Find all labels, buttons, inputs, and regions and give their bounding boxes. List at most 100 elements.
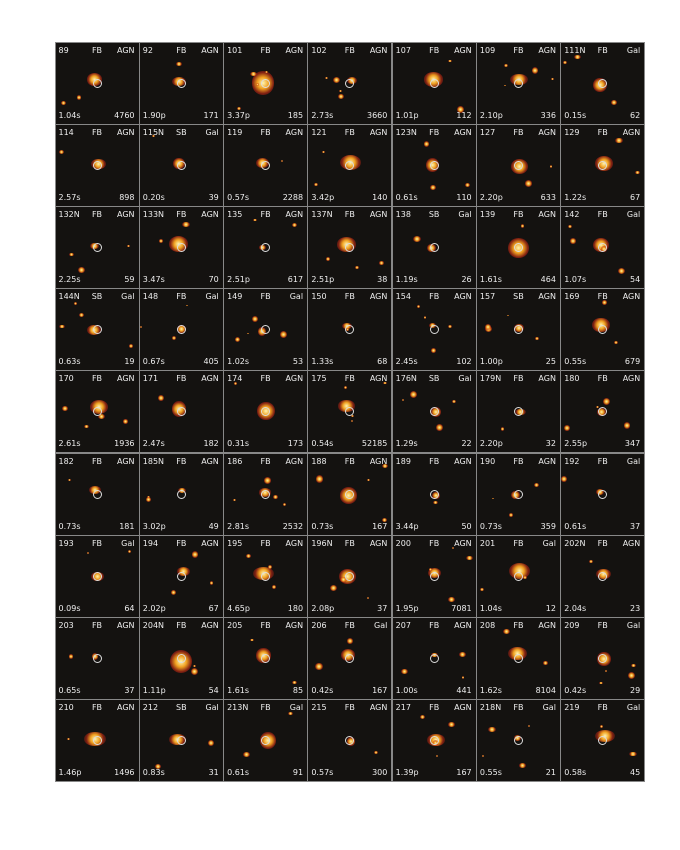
flux: 25 bbox=[545, 357, 556, 367]
class: FB bbox=[91, 703, 103, 713]
galaxy bbox=[209, 580, 214, 585]
redshift: 2.51p bbox=[227, 274, 250, 284]
position-marker bbox=[345, 654, 355, 664]
cutout: 169 FB AGN 0.55s 679 bbox=[561, 289, 645, 371]
galaxy bbox=[381, 463, 388, 468]
redshift: 0.63s bbox=[58, 357, 81, 367]
galaxy bbox=[423, 316, 427, 319]
source-id: 192 bbox=[564, 456, 580, 466]
class: FB bbox=[260, 292, 271, 302]
redshift: 2.04s bbox=[564, 603, 587, 613]
galaxy bbox=[409, 391, 418, 398]
cutout: 139 FB AGN 1.61s 464 bbox=[476, 206, 560, 288]
type: AGN bbox=[369, 45, 388, 55]
position-marker bbox=[598, 489, 608, 499]
galaxy bbox=[635, 170, 641, 175]
galaxy bbox=[98, 413, 106, 420]
source-id: 205 bbox=[227, 621, 243, 631]
redshift: 0.55s bbox=[564, 357, 587, 367]
galaxy bbox=[255, 82, 259, 86]
galaxy bbox=[245, 554, 252, 559]
cutout: 109 FB AGN 2.10p 336 bbox=[476, 42, 560, 124]
class: FB bbox=[429, 621, 440, 631]
galaxy bbox=[338, 400, 355, 412]
cutout: 149 FB Gal 1.02s 53 bbox=[224, 289, 308, 371]
cutout: 170 FB AGN 2.61s 1936 bbox=[55, 371, 139, 453]
cutout: 180 FB AGN 2.55p 347 bbox=[561, 371, 645, 453]
cutout: 210 FB AGN 1.46p 1496 bbox=[55, 700, 139, 782]
galaxy bbox=[627, 672, 635, 680]
galaxy bbox=[233, 498, 236, 501]
galaxy bbox=[236, 106, 241, 110]
source-id: 119 bbox=[227, 127, 243, 137]
galaxy bbox=[424, 141, 430, 147]
redshift: 1.00s bbox=[395, 686, 418, 696]
class: FB bbox=[597, 209, 608, 219]
redshift: 2.73s bbox=[311, 110, 334, 120]
position-marker bbox=[176, 407, 186, 417]
cutout: 129 FB AGN 1.22s 67 bbox=[561, 124, 645, 206]
flux: 182 bbox=[203, 439, 219, 449]
galaxy bbox=[332, 76, 341, 84]
source-id: 182 bbox=[58, 456, 74, 466]
redshift: 0.42s bbox=[311, 686, 334, 696]
type: AGN bbox=[454, 456, 472, 466]
source-id: 171 bbox=[142, 374, 159, 384]
flux: 110 bbox=[456, 192, 472, 202]
flux: 167 bbox=[456, 768, 472, 778]
redshift: 0.61s bbox=[564, 521, 587, 531]
galaxy bbox=[325, 77, 328, 80]
redshift: 2.20p bbox=[479, 192, 503, 202]
galaxy bbox=[381, 517, 388, 522]
flux: 39 bbox=[208, 192, 219, 202]
type: AGN bbox=[622, 538, 641, 548]
type: Gal bbox=[458, 209, 472, 219]
cutout: 190 FB AGN 0.73s 359 bbox=[476, 453, 560, 535]
cutout: 132N FB AGN 2.25s 59 bbox=[55, 206, 139, 288]
galaxy bbox=[367, 478, 370, 482]
class: FB bbox=[597, 703, 608, 713]
redshift: 1.46p bbox=[58, 768, 82, 778]
source-id: 92 bbox=[142, 45, 153, 55]
class: SB bbox=[175, 127, 187, 137]
galaxy bbox=[629, 751, 637, 757]
galaxy bbox=[66, 738, 71, 741]
galaxy bbox=[280, 330, 288, 338]
source-id: 185N bbox=[142, 456, 165, 466]
type: AGN bbox=[285, 45, 304, 55]
galaxy bbox=[253, 218, 257, 221]
redshift: 0.20s bbox=[142, 192, 165, 202]
position-marker bbox=[345, 160, 355, 170]
galaxy bbox=[61, 100, 67, 106]
galaxy bbox=[413, 236, 422, 243]
type: AGN bbox=[538, 292, 556, 302]
class: FB bbox=[176, 538, 187, 548]
redshift: 1.39p bbox=[395, 768, 419, 778]
galaxy bbox=[429, 568, 433, 571]
redshift: 3.02p bbox=[142, 521, 166, 531]
position-marker bbox=[598, 160, 608, 170]
type: Gal bbox=[458, 374, 472, 384]
redshift: 2.55p bbox=[564, 439, 588, 449]
class: FB bbox=[344, 45, 355, 55]
galaxy bbox=[436, 755, 439, 758]
class: FB bbox=[91, 456, 103, 466]
cutout: 188 FB AGN 0.73s 167 bbox=[308, 453, 392, 535]
galaxy bbox=[524, 180, 533, 187]
source-id: 89 bbox=[58, 45, 69, 55]
redshift: 1.22s bbox=[564, 192, 587, 202]
galaxy bbox=[542, 661, 548, 665]
type: AGN bbox=[538, 374, 556, 384]
galaxy bbox=[158, 239, 164, 244]
position-marker bbox=[176, 654, 186, 664]
position-marker bbox=[345, 407, 355, 417]
galaxy bbox=[465, 183, 470, 188]
galaxy bbox=[86, 552, 90, 555]
galaxy bbox=[315, 475, 324, 483]
flux: 21 bbox=[545, 768, 556, 778]
class: FB bbox=[260, 621, 271, 631]
class: FB bbox=[513, 127, 524, 137]
position-marker bbox=[429, 78, 439, 88]
galaxy bbox=[527, 725, 530, 728]
redshift: 0.57s bbox=[227, 192, 250, 202]
